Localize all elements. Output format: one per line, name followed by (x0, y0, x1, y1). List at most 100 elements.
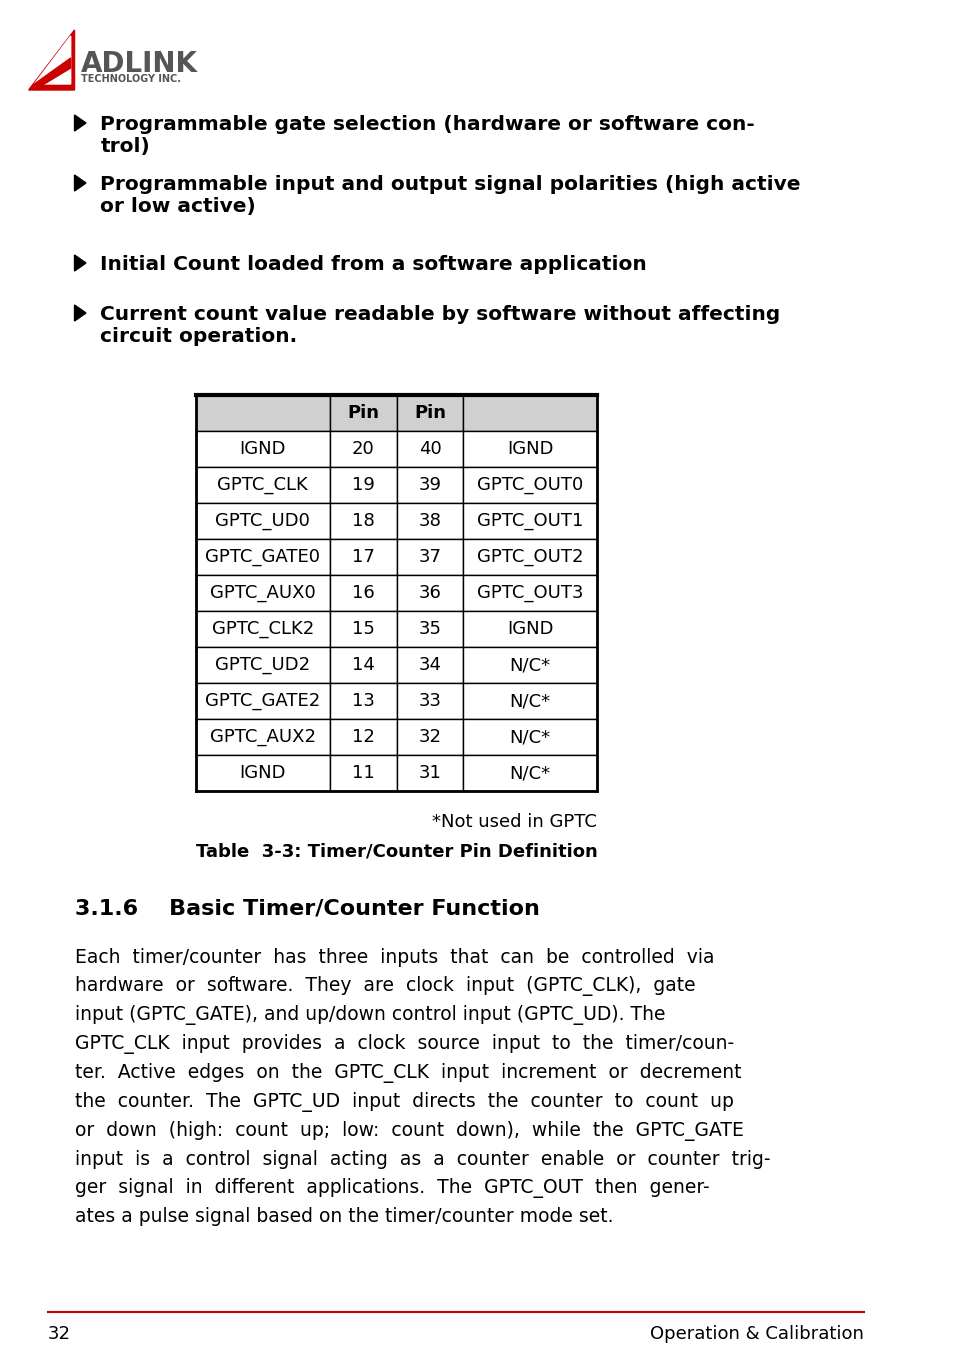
FancyBboxPatch shape (195, 754, 330, 791)
Text: 16: 16 (352, 584, 374, 602)
FancyBboxPatch shape (195, 648, 330, 683)
FancyBboxPatch shape (396, 648, 463, 683)
FancyBboxPatch shape (330, 719, 396, 754)
Text: ADLINK: ADLINK (81, 50, 198, 78)
FancyBboxPatch shape (195, 719, 330, 754)
Text: 12: 12 (352, 727, 375, 746)
Text: 35: 35 (418, 621, 441, 638)
Text: 11: 11 (352, 764, 374, 781)
FancyBboxPatch shape (195, 539, 330, 575)
Polygon shape (74, 174, 86, 191)
Text: 38: 38 (418, 512, 441, 530)
Text: or low active): or low active) (100, 197, 255, 216)
Text: N/C*: N/C* (509, 692, 550, 710)
FancyBboxPatch shape (463, 431, 597, 466)
Text: N/C*: N/C* (509, 727, 550, 746)
Text: 15: 15 (352, 621, 375, 638)
Text: 14: 14 (352, 656, 375, 675)
Text: GPTC_GATE2: GPTC_GATE2 (205, 692, 320, 710)
Text: circuit operation.: circuit operation. (100, 327, 297, 346)
Text: 3.1.6    Basic Timer/Counter Function: 3.1.6 Basic Timer/Counter Function (74, 898, 538, 918)
Text: Table  3-3: Timer/Counter Pin Definition: Table 3-3: Timer/Counter Pin Definition (195, 844, 597, 861)
Text: GPTC_UD0: GPTC_UD0 (215, 512, 310, 530)
FancyBboxPatch shape (330, 395, 396, 431)
Text: 33: 33 (418, 692, 441, 710)
Text: GPTC_UD2: GPTC_UD2 (215, 656, 310, 675)
FancyBboxPatch shape (330, 431, 396, 466)
FancyBboxPatch shape (463, 539, 597, 575)
FancyBboxPatch shape (463, 754, 597, 791)
Text: 31: 31 (418, 764, 441, 781)
Text: 20: 20 (352, 439, 374, 458)
FancyBboxPatch shape (330, 466, 396, 503)
FancyBboxPatch shape (330, 648, 396, 683)
Text: TECHNOLOGY INC.: TECHNOLOGY INC. (81, 74, 181, 84)
Text: trol): trol) (100, 137, 150, 155)
FancyBboxPatch shape (396, 431, 463, 466)
FancyBboxPatch shape (396, 719, 463, 754)
Text: IGND: IGND (239, 764, 286, 781)
Text: 34: 34 (418, 656, 441, 675)
Text: 19: 19 (352, 476, 375, 493)
Text: 37: 37 (418, 548, 441, 566)
Polygon shape (34, 37, 71, 84)
FancyBboxPatch shape (463, 719, 597, 754)
Text: GPTC_OUT1: GPTC_OUT1 (476, 512, 583, 530)
Text: Programmable gate selection (hardware or software con-: Programmable gate selection (hardware or… (100, 115, 754, 134)
FancyBboxPatch shape (463, 466, 597, 503)
Text: GPTC_GATE0: GPTC_GATE0 (205, 548, 320, 566)
FancyBboxPatch shape (330, 683, 396, 719)
FancyBboxPatch shape (195, 431, 330, 466)
Text: 32: 32 (418, 727, 441, 746)
FancyBboxPatch shape (396, 683, 463, 719)
Text: IGND: IGND (506, 621, 553, 638)
Text: N/C*: N/C* (509, 656, 550, 675)
Polygon shape (74, 306, 86, 320)
Text: Each  timer/counter  has  three  inputs  that  can  be  controlled  via
hardware: Each timer/counter has three inputs that… (74, 948, 769, 1226)
FancyBboxPatch shape (463, 611, 597, 648)
Text: GPTC_AUX2: GPTC_AUX2 (210, 727, 315, 746)
Text: Pin: Pin (347, 404, 378, 422)
Text: GPTC_AUX0: GPTC_AUX0 (210, 584, 315, 602)
FancyBboxPatch shape (330, 575, 396, 611)
FancyBboxPatch shape (463, 575, 597, 611)
FancyBboxPatch shape (195, 466, 330, 503)
FancyBboxPatch shape (195, 611, 330, 648)
FancyBboxPatch shape (195, 575, 330, 611)
FancyBboxPatch shape (463, 503, 597, 539)
Polygon shape (34, 58, 71, 91)
FancyBboxPatch shape (330, 611, 396, 648)
FancyBboxPatch shape (195, 683, 330, 719)
FancyBboxPatch shape (330, 503, 396, 539)
Text: IGND: IGND (506, 439, 553, 458)
Text: 18: 18 (352, 512, 374, 530)
Text: GPTC_OUT2: GPTC_OUT2 (476, 548, 583, 566)
FancyBboxPatch shape (330, 754, 396, 791)
Text: GPTC_OUT0: GPTC_OUT0 (476, 476, 583, 493)
Text: 13: 13 (352, 692, 375, 710)
FancyBboxPatch shape (396, 466, 463, 503)
FancyBboxPatch shape (330, 539, 396, 575)
Text: 36: 36 (418, 584, 441, 602)
Polygon shape (74, 115, 86, 131)
Text: 32: 32 (48, 1325, 71, 1343)
Text: Operation & Calibration: Operation & Calibration (649, 1325, 862, 1343)
Text: Pin: Pin (414, 404, 445, 422)
Text: GPTC_CLK: GPTC_CLK (217, 476, 308, 493)
Text: IGND: IGND (239, 439, 286, 458)
FancyBboxPatch shape (463, 648, 597, 683)
Text: *Not used in GPTC: *Not used in GPTC (432, 813, 597, 831)
FancyBboxPatch shape (396, 395, 463, 431)
Text: 40: 40 (418, 439, 441, 458)
FancyBboxPatch shape (396, 754, 463, 791)
Text: GPTC_CLK2: GPTC_CLK2 (212, 621, 314, 638)
FancyBboxPatch shape (463, 683, 597, 719)
Text: 17: 17 (352, 548, 375, 566)
Text: Current count value readable by software without affecting: Current count value readable by software… (100, 306, 780, 324)
FancyBboxPatch shape (396, 539, 463, 575)
FancyBboxPatch shape (463, 395, 597, 431)
Polygon shape (74, 256, 86, 270)
FancyBboxPatch shape (396, 575, 463, 611)
Text: Programmable input and output signal polarities (high active: Programmable input and output signal pol… (100, 174, 800, 193)
Polygon shape (29, 30, 74, 91)
